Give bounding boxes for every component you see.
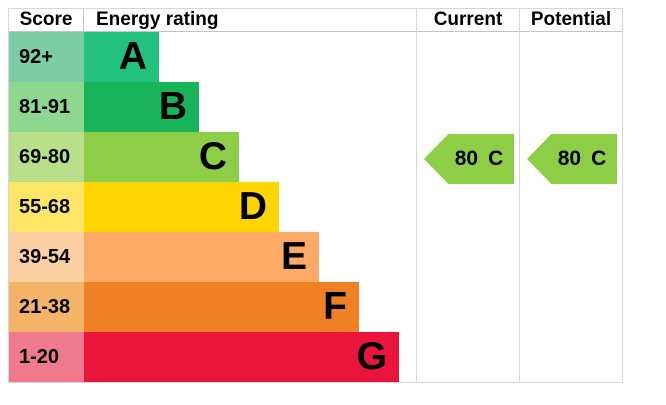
- current-rating-arrow: 80 C: [424, 134, 514, 184]
- rating-bar-c: C: [84, 132, 239, 182]
- score-range-a: 92+: [9, 32, 84, 82]
- score-range-c: 69-80: [9, 132, 84, 182]
- band-row-b: 81-91 B: [9, 82, 416, 132]
- current-rating-value: 80: [454, 147, 479, 170]
- score-column-header: Score: [9, 9, 84, 31]
- band-row-e: 39-54 E: [9, 232, 416, 282]
- band-letter-d: D: [238, 185, 267, 228]
- rating-bar-a: A: [84, 32, 159, 82]
- band-letter-c: C: [198, 135, 227, 178]
- score-range-d: 55-68: [9, 182, 84, 232]
- potential-rating-arrow: 80 C: [527, 134, 617, 184]
- potential-rating-text: 80 C: [558, 147, 607, 171]
- header-row: Score Energy rating Current Potential: [9, 9, 622, 32]
- potential-rating-band-letter: C: [591, 147, 607, 170]
- current-rating-text: 80 C: [455, 147, 504, 171]
- chart-frame: Score Energy rating Current Potential 92…: [8, 8, 623, 383]
- score-range-g: 1-20: [9, 332, 84, 382]
- potential-column-header: Potential: [530, 9, 612, 30]
- potential-rating-column: 80 C: [520, 32, 622, 382]
- band-letter-f: F: [323, 285, 347, 328]
- score-range-b: 81-91: [9, 82, 84, 132]
- rating-bands: 92+ A 81-91 B 69-80 C 55-68 D 39-54 E 21…: [9, 32, 416, 382]
- band-row-d: 55-68 D: [9, 182, 416, 232]
- band-row-a: 92+ A: [9, 32, 416, 82]
- column-divider-current-potential: [519, 9, 520, 382]
- band-letter-a: A: [118, 35, 147, 78]
- band-row-g: 1-20 G: [9, 332, 416, 382]
- score-range-f: 21-38: [9, 282, 84, 332]
- band-row-f: 21-38 F: [9, 282, 416, 332]
- energy-rating-column-header: Energy rating: [96, 9, 219, 30]
- rating-bar-d: D: [84, 182, 279, 232]
- rating-bar-e: E: [84, 232, 319, 282]
- current-rating-band-letter: C: [488, 147, 504, 170]
- rating-bar-g: G: [84, 332, 399, 382]
- rating-bar-f: F: [84, 282, 359, 332]
- score-range-e: 39-54: [9, 232, 84, 282]
- band-row-c: 69-80 C: [9, 132, 416, 182]
- band-letter-b: B: [158, 85, 187, 128]
- column-divider-energy-current: [416, 9, 417, 382]
- current-column-header: Current: [433, 9, 503, 30]
- potential-rating-value: 80: [557, 147, 582, 170]
- rating-bar-b: B: [84, 82, 199, 132]
- band-letter-e: E: [280, 235, 307, 278]
- band-letter-g: G: [356, 335, 387, 378]
- current-rating-column: 80 C: [417, 32, 519, 382]
